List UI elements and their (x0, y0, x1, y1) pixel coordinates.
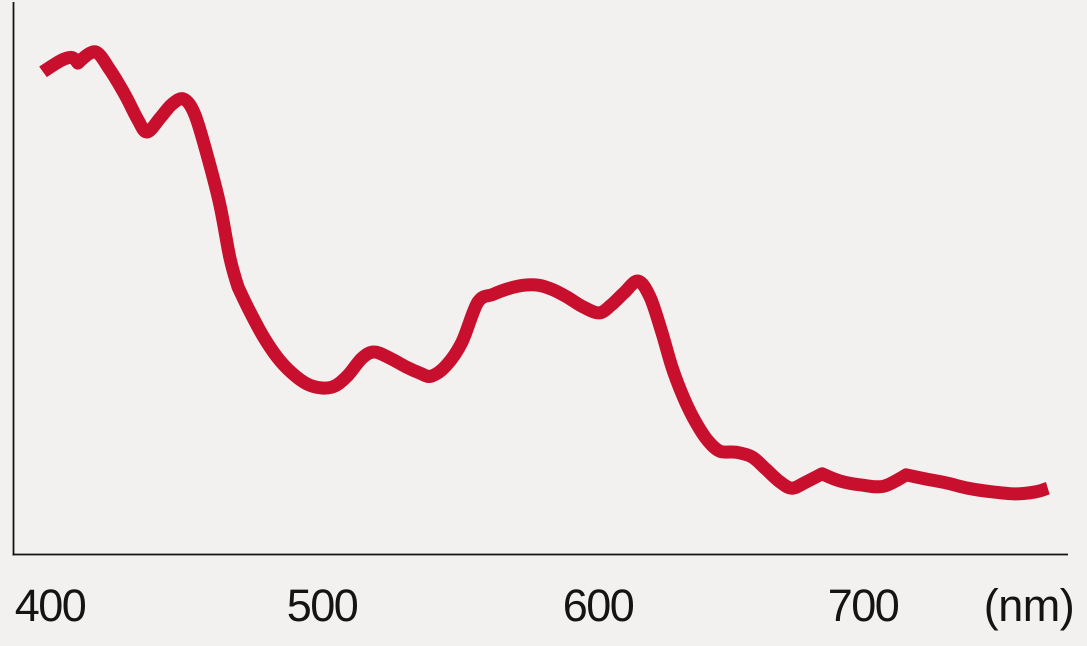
x-axis-labels: 400 500 600 700 (nm) (15, 580, 1075, 631)
x-tick-label-700: 700 (828, 580, 899, 631)
x-tick-label-400: 400 (15, 580, 86, 631)
x-tick-label-600: 600 (563, 580, 634, 631)
x-axis-unit-label: (nm) (984, 580, 1074, 631)
x-tick-label-500: 500 (287, 580, 358, 631)
spectral-curve-line (39, 45, 1050, 501)
